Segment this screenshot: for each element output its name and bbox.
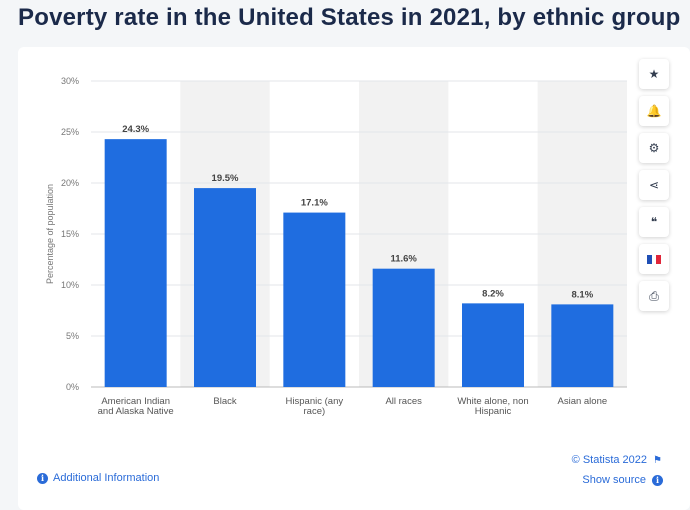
star-button[interactable]: ★ xyxy=(639,59,669,89)
y-tick-label: 30% xyxy=(61,76,79,86)
copyright-link[interactable]: © Statista 2022 ⚑ xyxy=(572,454,662,466)
bar xyxy=(104,139,167,387)
share-icon: ⋖ xyxy=(648,178,660,192)
side-toolbar: ★ 🔔 ⚙ ⋖ ❝ ⎙ xyxy=(639,59,669,318)
y-tick-label: 5% xyxy=(66,331,79,341)
bar xyxy=(462,303,524,387)
y-tick-label: 0% xyxy=(66,382,79,392)
flag-icon xyxy=(647,254,662,264)
bell-icon: 🔔 xyxy=(646,104,662,118)
x-tick-label: Asian alone xyxy=(558,396,608,407)
quote-icon: ❝ xyxy=(650,215,658,229)
x-tick-label: race) xyxy=(304,406,326,417)
y-axis-label: Percentage of population xyxy=(45,184,55,284)
info-icon: i xyxy=(37,472,48,484)
flag-button[interactable] xyxy=(639,244,669,274)
x-tick-label: All races xyxy=(385,396,422,407)
flag-small-icon: ⚑ xyxy=(653,454,662,466)
additional-info-link[interactable]: i Additional Information xyxy=(37,472,159,484)
info-icon: i xyxy=(652,474,663,486)
y-tick-label: 10% xyxy=(61,280,79,290)
copyright-label: © Statista 2022 xyxy=(571,454,648,466)
bar-value-label: 24.3% xyxy=(122,124,149,135)
y-tick-label: 15% xyxy=(61,229,79,239)
additional-info-label: Additional Information xyxy=(53,472,160,484)
print-icon: ⎙ xyxy=(649,288,659,303)
quote-button[interactable]: ❝ xyxy=(639,207,669,237)
bar-value-label: 8.1% xyxy=(572,289,594,300)
star-icon: ★ xyxy=(648,67,660,81)
share-button[interactable]: ⋖ xyxy=(639,170,669,200)
bar xyxy=(372,268,435,387)
bar xyxy=(551,304,614,387)
bar xyxy=(194,188,256,387)
gear-icon: ⚙ xyxy=(648,141,660,155)
print-button[interactable]: ⎙ xyxy=(639,281,669,311)
y-tick-label: 20% xyxy=(61,178,79,188)
bar-value-label: 17.1% xyxy=(301,198,328,209)
y-tick-label: 25% xyxy=(61,127,79,137)
show-source-link[interactable]: Show source i xyxy=(582,474,663,486)
x-tick-label: Hispanic xyxy=(475,406,512,417)
bar-value-label: 11.6% xyxy=(390,254,417,265)
bar xyxy=(283,212,346,387)
bar-value-label: 19.5% xyxy=(212,173,239,184)
gear-button[interactable]: ⚙ xyxy=(639,133,669,163)
x-tick-label: Black xyxy=(213,396,236,407)
show-source-label: Show source xyxy=(582,474,646,486)
x-tick-label: American Indian xyxy=(101,396,170,407)
x-tick-label: and Alaska Native xyxy=(98,406,174,417)
bell-button[interactable]: 🔔 xyxy=(639,96,669,126)
page-title: Poverty rate in the United States in 202… xyxy=(18,4,681,31)
x-tick-label: White alone, non xyxy=(457,396,528,407)
x-tick-label: Hispanic (any xyxy=(286,396,344,407)
bar-value-label: 8.2% xyxy=(482,288,504,299)
